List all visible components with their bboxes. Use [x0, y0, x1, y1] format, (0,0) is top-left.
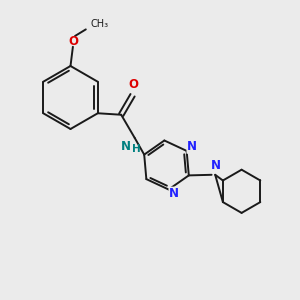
Text: O: O: [68, 35, 78, 48]
Text: N: N: [169, 187, 179, 200]
Text: H: H: [132, 144, 141, 154]
Text: N: N: [211, 159, 221, 172]
Text: N: N: [187, 140, 197, 153]
Text: O: O: [128, 78, 138, 91]
Text: N: N: [121, 140, 131, 153]
Text: CH₃: CH₃: [91, 19, 109, 29]
